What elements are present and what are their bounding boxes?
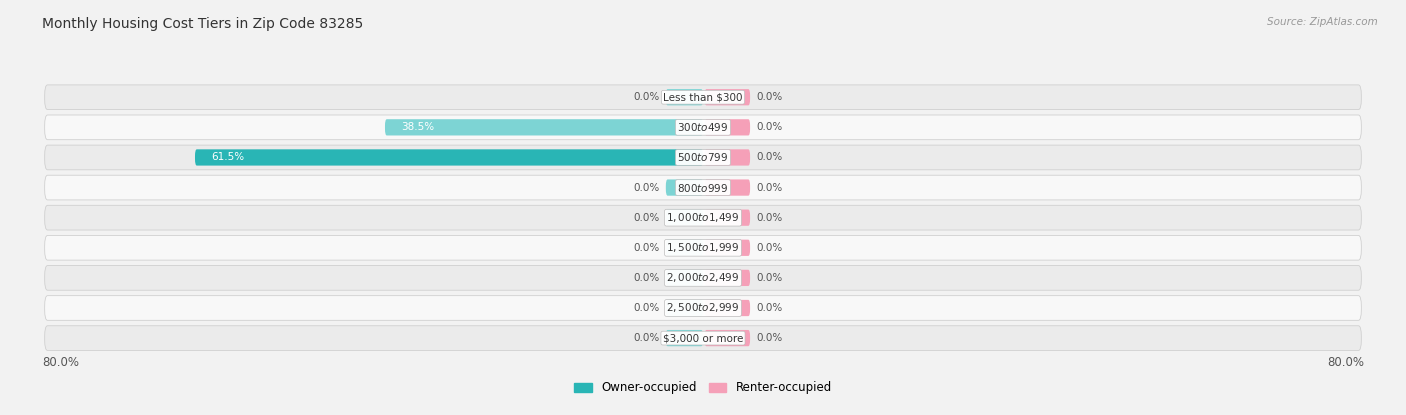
FancyBboxPatch shape [666, 300, 703, 316]
FancyBboxPatch shape [704, 270, 749, 286]
FancyBboxPatch shape [45, 295, 1361, 320]
FancyBboxPatch shape [45, 235, 1361, 260]
Text: 0.0%: 0.0% [633, 333, 659, 343]
Text: $2,500 to $2,999: $2,500 to $2,999 [666, 301, 740, 315]
Text: 0.0%: 0.0% [633, 183, 659, 193]
FancyBboxPatch shape [704, 179, 749, 196]
Text: $1,500 to $1,999: $1,500 to $1,999 [666, 241, 740, 254]
FancyBboxPatch shape [45, 85, 1361, 110]
Text: 0.0%: 0.0% [756, 122, 783, 132]
FancyBboxPatch shape [45, 205, 1361, 230]
Text: $2,000 to $2,499: $2,000 to $2,499 [666, 271, 740, 284]
Text: 38.5%: 38.5% [402, 122, 434, 132]
FancyBboxPatch shape [45, 326, 1361, 350]
FancyBboxPatch shape [385, 119, 703, 135]
Text: 61.5%: 61.5% [211, 152, 245, 162]
FancyBboxPatch shape [666, 210, 703, 226]
Text: $500 to $799: $500 to $799 [678, 151, 728, 164]
FancyBboxPatch shape [45, 145, 1361, 170]
Text: 0.0%: 0.0% [756, 273, 783, 283]
FancyBboxPatch shape [704, 330, 749, 346]
Text: $1,000 to $1,499: $1,000 to $1,499 [666, 211, 740, 224]
Text: 0.0%: 0.0% [756, 243, 783, 253]
FancyBboxPatch shape [704, 239, 749, 256]
Text: 0.0%: 0.0% [756, 303, 783, 313]
Text: Source: ZipAtlas.com: Source: ZipAtlas.com [1267, 17, 1378, 27]
Text: 0.0%: 0.0% [633, 303, 659, 313]
FancyBboxPatch shape [666, 239, 703, 256]
FancyBboxPatch shape [666, 330, 703, 346]
Text: Less than $300: Less than $300 [664, 92, 742, 102]
Text: Monthly Housing Cost Tiers in Zip Code 83285: Monthly Housing Cost Tiers in Zip Code 8… [42, 17, 363, 31]
FancyBboxPatch shape [666, 270, 703, 286]
Text: 0.0%: 0.0% [756, 183, 783, 193]
FancyBboxPatch shape [704, 210, 749, 226]
FancyBboxPatch shape [704, 300, 749, 316]
FancyBboxPatch shape [195, 149, 703, 166]
FancyBboxPatch shape [704, 89, 749, 105]
Text: 0.0%: 0.0% [756, 333, 783, 343]
Text: 80.0%: 80.0% [1327, 356, 1364, 369]
Text: $3,000 or more: $3,000 or more [662, 333, 744, 343]
FancyBboxPatch shape [45, 266, 1361, 290]
FancyBboxPatch shape [704, 149, 749, 166]
FancyBboxPatch shape [666, 179, 703, 196]
Text: 0.0%: 0.0% [633, 243, 659, 253]
Text: 0.0%: 0.0% [756, 92, 783, 102]
Text: $800 to $999: $800 to $999 [678, 182, 728, 193]
Text: 0.0%: 0.0% [633, 273, 659, 283]
Text: 0.0%: 0.0% [633, 212, 659, 223]
Text: 0.0%: 0.0% [756, 152, 783, 162]
Text: 80.0%: 80.0% [42, 356, 79, 369]
Text: $300 to $499: $300 to $499 [678, 121, 728, 133]
FancyBboxPatch shape [45, 175, 1361, 200]
FancyBboxPatch shape [704, 119, 749, 135]
FancyBboxPatch shape [666, 89, 703, 105]
FancyBboxPatch shape [45, 115, 1361, 140]
Text: 0.0%: 0.0% [756, 212, 783, 223]
Legend: Owner-occupied, Renter-occupied: Owner-occupied, Renter-occupied [569, 377, 837, 399]
Text: 0.0%: 0.0% [633, 92, 659, 102]
